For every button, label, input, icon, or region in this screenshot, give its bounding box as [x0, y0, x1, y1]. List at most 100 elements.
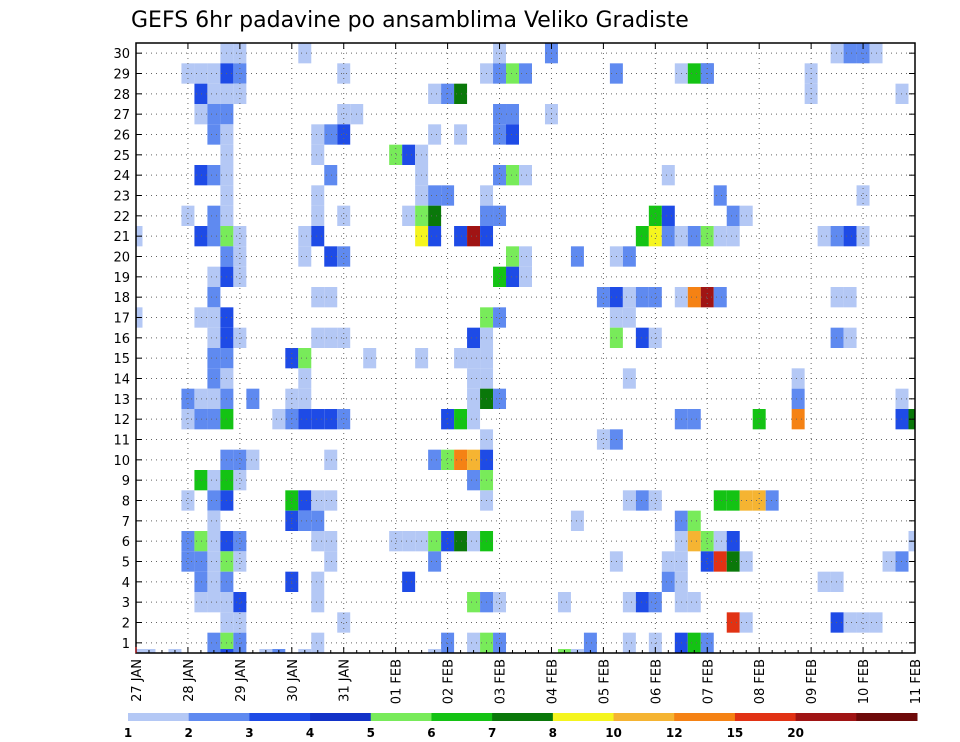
- heatmap-cell: [402, 205, 416, 226]
- heatmap-cell: [194, 226, 208, 247]
- heatmap-cell: [454, 409, 468, 430]
- y-tick-label: 10: [113, 454, 130, 469]
- colorbar-swatch: [674, 713, 736, 721]
- heatmap-cell: [389, 531, 403, 552]
- heatmap-cell: [207, 632, 221, 653]
- heatmap-cell: [519, 246, 532, 267]
- heatmap-cell: [207, 368, 221, 389]
- y-tick-label: 8: [122, 495, 130, 510]
- heatmap-cell: [311, 632, 325, 653]
- y-tick-label: 22: [113, 210, 130, 225]
- heatmap-cell: [311, 592, 325, 613]
- y-tick-label: 9: [122, 474, 130, 489]
- heatmap-cell: [467, 531, 481, 552]
- heatmap-cell: [194, 104, 208, 125]
- colorbar-label: 15: [727, 726, 744, 740]
- heatmap-cell: [726, 551, 740, 572]
- heatmap-cell: [830, 287, 844, 308]
- heatmap-cell: [441, 632, 455, 653]
- heatmap-cell: [882, 551, 896, 572]
- colorbar-swatch: [128, 713, 190, 721]
- heatmap-cell: [622, 632, 636, 653]
- heatmap-cell: [635, 490, 649, 511]
- heatmap-cell: [136, 649, 143, 653]
- y-tick-label: 16: [113, 332, 130, 347]
- heatmap-cell: [661, 165, 675, 186]
- colorbar-swatch: [431, 713, 493, 721]
- chart-title: GEFS 6hr padavine po ansamblima Veliko G…: [131, 8, 689, 33]
- plot-frame: [135, 42, 916, 654]
- heatmap-cell: [233, 246, 247, 267]
- heatmap-cell: [830, 43, 844, 64]
- heatmap-cell: [467, 632, 481, 653]
- heatmap-cell: [519, 165, 532, 186]
- y-tick-label: 7: [122, 515, 130, 530]
- heatmap-cell: [233, 266, 247, 287]
- heatmap-cell: [363, 348, 377, 369]
- heatmap-cell: [635, 226, 649, 247]
- x-tick-label: 08 FEB: [753, 659, 768, 704]
- heatmap-cell: [298, 409, 312, 430]
- y-tick-label: 19: [113, 271, 130, 286]
- x-tick-label: 07 FEB: [701, 659, 716, 704]
- heatmap-cell: [493, 632, 507, 653]
- heatmap-cell: [830, 571, 844, 592]
- grid-lines: [136, 43, 915, 653]
- heatmap-cell: [687, 592, 701, 613]
- heatmap-cell: [207, 470, 221, 491]
- heatmap-cell: [713, 185, 727, 206]
- colorbar-swatch: [613, 713, 675, 721]
- heatmap-cell: [661, 551, 675, 572]
- heatmap-cell: [324, 287, 338, 308]
- heatmap-cell: [622, 307, 636, 328]
- heatmap-cell: [856, 185, 870, 206]
- y-tick-label: 27: [113, 108, 130, 123]
- y-tick-label: 17: [113, 312, 130, 327]
- heatmap-cell: [207, 104, 221, 125]
- heatmap-cell: [817, 226, 831, 247]
- heatmap-cell: [687, 510, 701, 531]
- heatmap-cell: [661, 205, 675, 226]
- heatmap-cells: [136, 43, 915, 653]
- heatmap-cell: [311, 185, 325, 206]
- y-tick-label: 14: [113, 373, 130, 388]
- y-tick-label: 15: [113, 352, 130, 367]
- heatmap-cell: [298, 246, 312, 267]
- heatmap-cell: [207, 83, 221, 104]
- heatmap-cell: [493, 307, 507, 328]
- heatmap-cell: [726, 205, 740, 226]
- heatmap-cell: [713, 490, 727, 511]
- heatmap-cell: [454, 124, 468, 145]
- heatmap-cell: [194, 409, 208, 430]
- heatmap-cell: [700, 551, 714, 572]
- heatmap-cell: [506, 63, 519, 84]
- heatmap-cell: [493, 592, 507, 613]
- heatmap-cell: [454, 226, 468, 247]
- heatmap-cell: [298, 490, 312, 511]
- heatmap-cell: [700, 632, 714, 653]
- colorbar-swatch: [795, 713, 857, 721]
- y-tick-label: 1: [122, 637, 130, 652]
- heatmap-cell: [207, 205, 221, 226]
- heatmap-cell: [467, 592, 481, 613]
- heatmap-cell: [311, 287, 325, 308]
- heatmap-cell: [791, 368, 805, 389]
- heatmap-cell: [441, 409, 455, 430]
- heatmap-cell: [830, 612, 844, 633]
- heatmap-cell: [648, 632, 662, 653]
- colorbar-label: 10: [605, 726, 622, 740]
- heatmap-cell: [207, 226, 221, 247]
- x-tick-label: 28 JAN: [182, 659, 197, 702]
- colorbar-label: 6: [427, 726, 435, 740]
- y-tick-label: 26: [113, 129, 130, 144]
- heatmap-cell: [337, 327, 351, 348]
- heatmap-cell: [493, 165, 507, 186]
- heatmap-cell: [700, 531, 714, 552]
- heatmap-cell: [428, 531, 442, 552]
- heatmap-cell: [324, 449, 338, 470]
- heatmap-cell: [648, 327, 662, 348]
- heatmap-cell: [570, 246, 584, 267]
- colorbar: 1 2 3 4 5 6 7 8 10 12 15 20: [124, 713, 918, 740]
- heatmap-cell: [181, 551, 195, 572]
- heatmap-cell: [298, 368, 312, 389]
